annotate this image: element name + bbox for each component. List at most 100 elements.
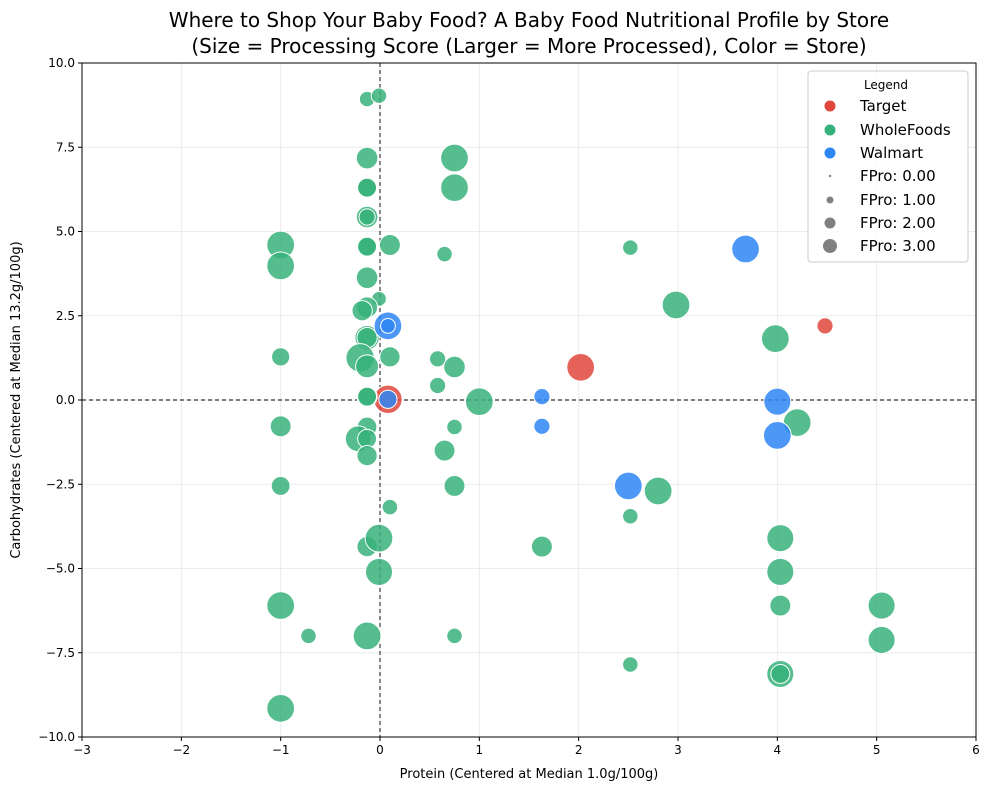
legend-marker-fpro-0 [828, 174, 832, 178]
point-walmart [613, 471, 643, 501]
point-wholefoods [270, 475, 291, 496]
legend-label-fpro-1: FPro: 1.00 [860, 191, 936, 209]
point-walmart [763, 387, 792, 416]
chart-title-line1: Where to Shop Your Baby Food? A Baby Foo… [169, 8, 889, 32]
legend-marker-target [824, 100, 836, 112]
y-tick-label: −2.5 [46, 477, 75, 491]
point-wholefoods [622, 239, 639, 256]
x-tick-label: −2 [172, 743, 190, 757]
point-wholefoods [760, 324, 790, 354]
legend-label-fpro-2: FPro: 2.00 [860, 214, 936, 232]
y-tick-label: 10.0 [48, 56, 75, 70]
point-wholefoods [622, 508, 639, 525]
x-tick-label: 0 [376, 743, 384, 757]
point-wholefoods [436, 245, 453, 263]
point-wholefoods [766, 524, 795, 553]
point-walmart [762, 421, 792, 450]
x-tick-label: 5 [873, 743, 881, 757]
x-tick-label: −3 [73, 743, 91, 757]
point-wholefoods [661, 290, 691, 320]
point-wholefoods [446, 418, 463, 436]
legend-marker-wholefoods [824, 124, 836, 136]
point-wholefoods [370, 87, 388, 104]
point-wholefoods [269, 415, 292, 438]
point-wholefoods [351, 300, 373, 322]
point-target [566, 352, 596, 382]
legend: Legend Target WholeFoods Walmart FPro: 0… [807, 70, 969, 263]
point-walmart [533, 417, 551, 435]
legend-label-fpro-0: FPro: 0.00 [860, 167, 936, 185]
point-wholefoods [355, 266, 379, 289]
point-wholefoods [769, 594, 792, 617]
y-axis-ticks: −10.0 −7.5 −5.0 −2.5 0.0 2.5 5.0 7.5 10.0 [38, 56, 82, 744]
legend-box [807, 70, 969, 263]
point-wholefoods [440, 173, 469, 203]
y-tick-label: −10.0 [38, 730, 75, 744]
point-wholefoods [357, 177, 378, 198]
point-wholefoods [379, 346, 401, 368]
data-points [266, 87, 896, 723]
point-wholefoods [358, 208, 376, 226]
point-walmart [533, 388, 551, 406]
point-wholefoods [770, 664, 791, 684]
legend-label-target: Target [859, 97, 907, 115]
legend-title: Legend [864, 78, 908, 92]
legend-label-fpro-3: FPro: 3.00 [860, 237, 936, 255]
point-wholefoods [300, 627, 317, 645]
point-wholefoods [271, 347, 291, 367]
x-tick-label: 4 [774, 743, 782, 757]
x-tick-label: 3 [674, 743, 682, 757]
y-tick-label: −7.5 [46, 646, 75, 660]
point-wholefoods [622, 656, 639, 673]
point-wholefoods [352, 621, 382, 651]
x-tick-label: 1 [476, 743, 484, 757]
point-wholefoods [356, 444, 378, 467]
point-wholefoods [357, 236, 378, 257]
x-tick-label: −1 [272, 743, 290, 757]
point-wholefoods [429, 376, 447, 395]
point-wholefoods [530, 535, 553, 558]
point-wholefoods [443, 474, 466, 497]
chart-title-line2: (Size = Processing Score (Larger = More … [191, 34, 866, 58]
x-tick-label: 2 [575, 743, 583, 757]
point-wholefoods [364, 523, 394, 553]
y-tick-label: 2.5 [56, 309, 75, 323]
point-walmart [731, 234, 760, 264]
point-wholefoods [266, 591, 296, 620]
point-wholefoods [433, 439, 456, 462]
point-wholefoods [446, 627, 463, 645]
x-axis-ticks: −3 −2 −1 0 1 2 3 4 5 6 [73, 737, 980, 757]
y-axis-label: Carbohydrates (Centered at Median 13.2g/… [9, 241, 24, 558]
point-wholefoods [266, 251, 296, 281]
point-wholefoods [440, 143, 469, 173]
point-wholefoods [378, 234, 401, 256]
point-wholefoods [643, 476, 673, 506]
point-wholefoods [357, 386, 378, 407]
y-tick-label: 0.0 [56, 393, 75, 407]
point-wholefoods [381, 498, 399, 516]
point-wholefoods [355, 354, 380, 379]
point-walmart [378, 389, 398, 409]
point-wholefoods [867, 591, 896, 620]
legend-marker-fpro-1 [826, 196, 834, 204]
y-tick-label: 5.0 [56, 225, 75, 239]
legend-label-walmart: Walmart [860, 144, 923, 162]
legend-label-wholefoods: WholeFoods [860, 121, 951, 139]
point-wholefoods [464, 387, 494, 417]
legend-marker-fpro-3 [823, 239, 837, 253]
point-wholefoods [429, 350, 447, 368]
legend-marker-fpro-2 [824, 217, 836, 229]
x-axis-label: Protein (Centered at Median 1.0g/100g) [400, 767, 659, 782]
y-tick-label: −5.0 [46, 562, 75, 576]
point-wholefoods [364, 557, 394, 586]
point-wholefoods [443, 355, 466, 379]
point-wholefoods [266, 693, 296, 723]
y-tick-label: 7.5 [56, 140, 75, 154]
x-tick-label: 6 [972, 743, 980, 757]
point-walmart [380, 317, 396, 334]
point-wholefoods [766, 557, 795, 586]
point-wholefoods [867, 625, 896, 654]
point-wholefoods [355, 146, 379, 170]
